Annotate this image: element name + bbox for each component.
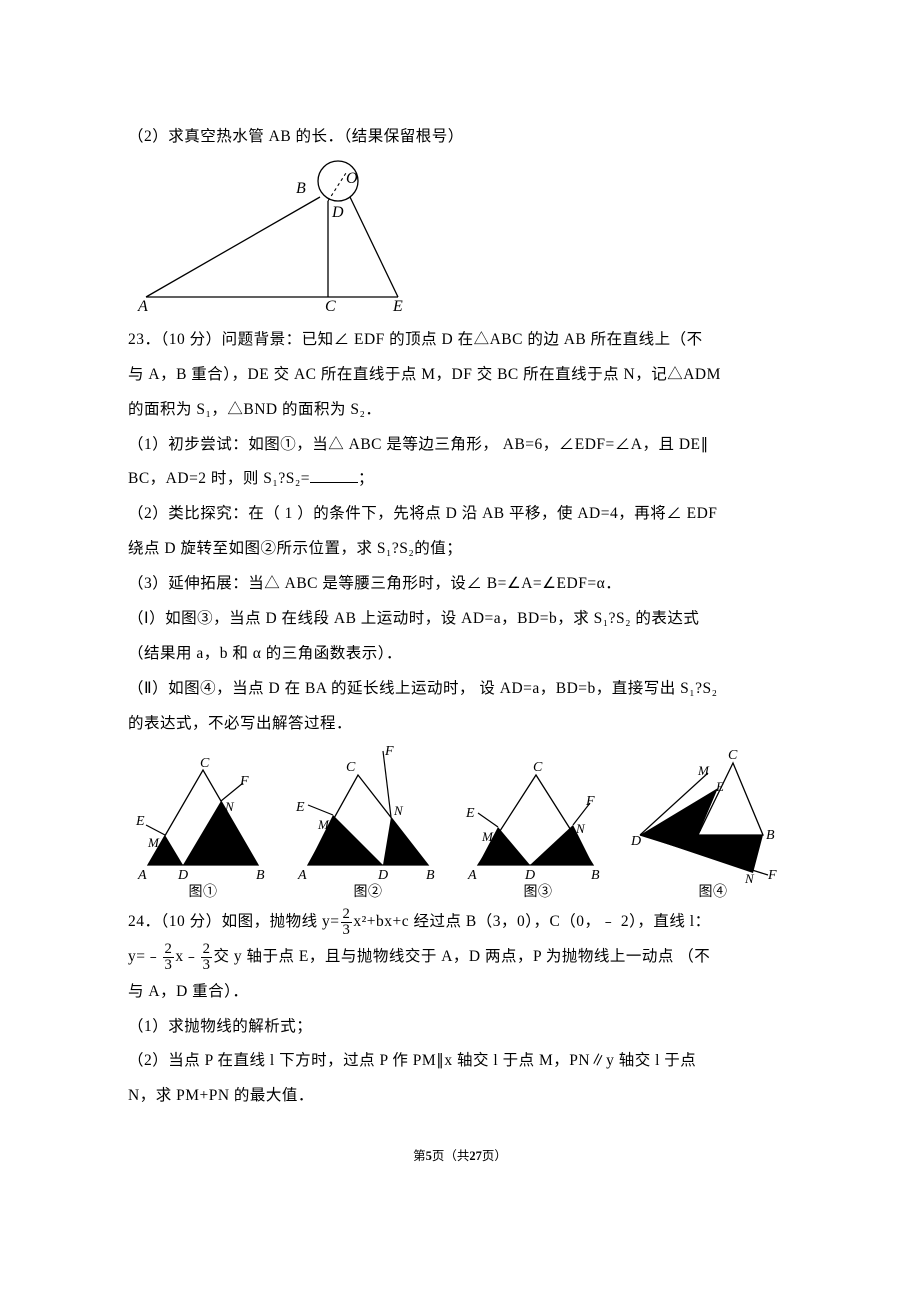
svg-text:A: A — [467, 868, 477, 883]
footer-post: 页） — [482, 1149, 507, 1163]
svg-text:E: E — [465, 806, 475, 821]
q24-line-2: y=﹣23x﹣23交 y 轴于点 E，且与抛物线交于 A，D 两点，P 为抛物线… — [128, 940, 792, 975]
svg-text:D: D — [177, 868, 189, 883]
footer-mid: 页（共 — [432, 1149, 470, 1163]
q23-line-2: 的面积为 S₁，△BND 的面积为 S₂． — [128, 393, 792, 428]
svg-text:M: M — [697, 763, 710, 778]
q23-fig3: A D B C E F M N 图③ — [458, 755, 618, 903]
svg-text:A: A — [137, 298, 148, 315]
svg-text:B: B — [766, 828, 775, 843]
svg-text:A: A — [692, 819, 701, 834]
svg-text:E: E — [392, 298, 403, 315]
svg-text:E: E — [135, 814, 145, 829]
svg-text:D: D — [524, 868, 536, 883]
svg-text:B: B — [591, 868, 600, 883]
q24-l1-pre: 24．（10 分）如图，抛物线 y= — [128, 913, 340, 930]
q23-figure-row: A D B C E F M N 图① A D B C E — [128, 745, 792, 903]
svg-text:B: B — [426, 868, 435, 883]
svg-text:C: C — [200, 756, 210, 771]
svg-text:B: B — [256, 868, 265, 883]
q23-line-8: （3）延伸拓展：当△ ABC 是等腰三角形时，设∠ B=∠A=∠EDF=α． — [128, 567, 792, 602]
q23-line-6: （2）类比探究：在（ 1 ）的条件下，先将点 D 沿 AB 平移，使 AD=4，… — [128, 497, 792, 532]
q23-blank — [310, 468, 358, 483]
svg-text:C: C — [728, 748, 738, 763]
q24-l2-pre: y=﹣ — [128, 948, 162, 965]
q23-line-11: （Ⅱ）如图④，当点 D 在 BA 的延长线上运动时， 设 AD=a，BD=b，直… — [128, 672, 792, 707]
q24-frac1: 23 — [341, 907, 353, 937]
q24-frac3: 23 — [201, 942, 213, 972]
frac-den: 3 — [341, 922, 353, 938]
q23-line-0: 23．（10 分）问题背景：已知∠ EDF 的顶点 D 在△ABC 的边 AB … — [128, 323, 792, 358]
q23-line-3: （1）初步尝试：如图①，当△ ABC 是等边三角形， AB=6，∠EDF=∠A，… — [128, 428, 792, 463]
q23-fig2: A D B C E F M N 图② — [288, 745, 448, 903]
q24-line-3: 与 A，D 重合）． — [128, 975, 792, 1010]
q24-line-6: N，求 PM+PN 的最大值． — [128, 1079, 792, 1114]
q23-fig1-caption: 图① — [128, 883, 278, 903]
svg-text:D: D — [331, 204, 344, 221]
frac-den: 3 — [201, 957, 213, 973]
q23-line-1: 与 A，B 重合），DE 交 AC 所在直线于点 M，DF 交 BC 所在直线于… — [128, 358, 792, 393]
svg-text:D: D — [377, 868, 389, 883]
svg-text:F: F — [585, 794, 595, 809]
svg-text:N: N — [393, 803, 404, 818]
q24-line-5: （2）当点 P 在直线 l 下方时，过点 P 作 PM∥x 轴交 l 于点 M，… — [128, 1044, 792, 1079]
svg-text:E: E — [295, 800, 305, 815]
svg-text:C: C — [346, 760, 356, 775]
frac-num: 2 — [201, 942, 213, 957]
q24-l2-mid: x﹣ — [175, 948, 199, 965]
svg-text:F: F — [384, 745, 394, 759]
q23-line-4b: ； — [358, 470, 374, 487]
q24-l2-post: 交 y 轴于点 E，且与抛物线交于 A，D 两点，P 为抛物线上一动点 （不 — [213, 948, 710, 965]
q24-frac2: 23 — [163, 942, 175, 972]
page-footer: 第5页（共27页） — [128, 1142, 792, 1170]
q23-line-9: （Ⅰ）如图③，当点 D 在线段 AB 上运动时，设 AD=a，BD=b，求 S₁… — [128, 602, 792, 637]
q23-line-12: 的表达式，不必写出解答过程． — [128, 707, 792, 742]
q23-line-7: 绕点 D 旋转至如图②所示位置，求 S₁?S₂的值； — [128, 532, 792, 567]
svg-text:M: M — [317, 817, 330, 832]
footer-total: 27 — [469, 1149, 482, 1163]
svg-text:N: N — [575, 821, 586, 836]
q23-line-4-wrapper: BC，AD=2 时，则 S₁?S₂= ； — [128, 462, 792, 497]
q24-line-1: 24．（10 分）如图，抛物线 y=23x²+bx+c 经过点 B（3，0），C… — [128, 905, 792, 940]
svg-text:M: M — [481, 829, 494, 844]
q23-line-10: （结果用 a，b 和 α 的三角函数表示）． — [128, 637, 792, 672]
svg-text:A: A — [297, 868, 307, 883]
q23-line-4a: BC，AD=2 时，则 S₁?S₂= — [128, 470, 310, 487]
q23-fig3-caption: 图③ — [458, 883, 618, 903]
svg-text:C: C — [533, 760, 543, 775]
q22-figure: A B C D E O — [128, 159, 792, 319]
q23-fig2-caption: 图② — [288, 883, 448, 903]
svg-text:E: E — [715, 779, 724, 794]
svg-text:B: B — [296, 180, 306, 197]
svg-text:N: N — [224, 799, 235, 814]
frac-num: 2 — [163, 942, 175, 957]
svg-text:N: N — [744, 871, 755, 885]
q24-line-4: （1）求抛物线的解析式； — [128, 1010, 792, 1045]
svg-text:M: M — [147, 835, 160, 850]
frac-num: 2 — [341, 907, 353, 922]
q23-fig4-caption: 图④ — [628, 883, 798, 903]
svg-text:C: C — [325, 298, 336, 315]
q23-fig1: A D B C E F M N 图① — [128, 755, 278, 903]
frac-den: 3 — [163, 957, 175, 973]
page: （2）求真空热水管 AB 的长．（结果保留根号） A B C D E O 23．… — [0, 0, 920, 1210]
q22-part2-text: （2）求真空热水管 AB 的长．（结果保留根号） — [128, 120, 792, 155]
svg-text:F: F — [239, 774, 249, 789]
footer-pre: 第 — [413, 1149, 426, 1163]
svg-text:O: O — [346, 170, 358, 187]
svg-text:D: D — [630, 834, 642, 849]
q24-l1-post: x²+bx+c 经过点 B（3，0），C（0，﹣ 2），直线 l： — [353, 913, 710, 930]
svg-text:A: A — [137, 868, 147, 883]
svg-text:F: F — [767, 868, 777, 883]
q23-fig4: D A B C E M F N 图④ — [628, 745, 798, 903]
